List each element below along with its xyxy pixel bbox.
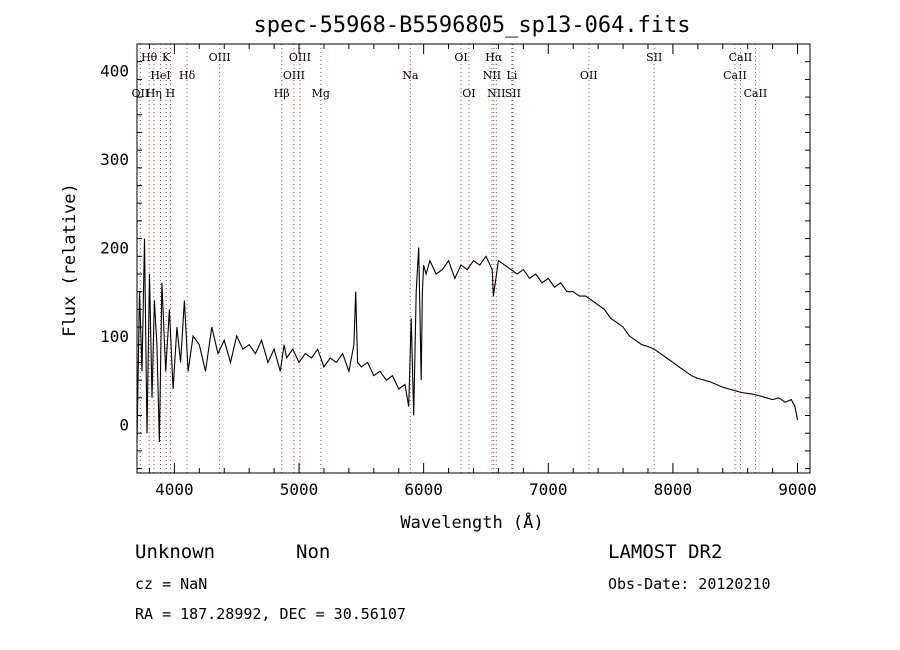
survey-name: LAMOST DR2 — [608, 541, 723, 563]
line-label-17: NII — [487, 87, 505, 100]
y-tick-label-3: 300 — [100, 150, 129, 169]
y-tick-label-4: 400 — [100, 62, 129, 81]
line-label-20: OII — [580, 69, 598, 82]
line-label-10: OIII — [289, 51, 311, 64]
line-label-15: NII — [483, 69, 501, 82]
line-label-6: Hδ — [179, 69, 196, 82]
line-label-11: Mg — [312, 87, 330, 100]
y-tick-label-2: 200 — [100, 238, 129, 257]
observation-date: Obs-Date: 20120210 — [608, 575, 771, 593]
line-label-8: Hβ — [274, 87, 290, 100]
emission-line-markers — [139, 44, 756, 473]
line-label-12: Na — [402, 69, 419, 82]
object-class: Unknown — [135, 541, 216, 563]
line-label-21: SII — [646, 51, 662, 64]
x-tick-label-5: 9000 — [778, 480, 817, 499]
y-tick-label-1: 100 — [100, 327, 129, 346]
x-axis-ticks: 4000 5000 6000 7000 8000 9000 — [148, 44, 817, 499]
line-label-2: Hη — [146, 87, 162, 100]
chart-title: spec-55968-B5596805_sp13-064.fits — [253, 13, 690, 38]
object-subclass: Non — [296, 541, 331, 563]
line-label-22: CaII — [723, 69, 747, 82]
plot-frame — [136, 43, 811, 474]
line-label-0: OII — [132, 87, 150, 100]
line-label-3: HeI — [150, 69, 170, 82]
emission-line-labels: OII Hθ Hη HeI K HHδ OIII Hβ OIII OIII Mg Na OI OI NII H… — [132, 51, 768, 100]
ra-dec-coordinates: RA = 187.28992, DEC = 30.56107 — [135, 605, 406, 623]
x-tick-label-0: 4000 — [155, 480, 194, 499]
y-axis-label: Flux (relative) — [60, 183, 80, 337]
line-label-19: SII — [505, 87, 521, 100]
line-label-23: CaII — [729, 51, 753, 64]
x-tick-label-4: 8000 — [654, 480, 693, 499]
line-label-9: OIII — [283, 69, 305, 82]
line-label-7: OIII — [209, 51, 231, 64]
x-axis-label: Wavelength (Å) — [400, 511, 543, 533]
line-label-14: OI — [462, 87, 475, 100]
line-label-16: Hα — [485, 51, 503, 64]
line-label-4: K — [162, 51, 171, 64]
spectrum-line — [136, 238, 799, 443]
line-label-1: Hθ — [141, 51, 158, 64]
line-label-5: H — [166, 87, 176, 100]
redshift-cz: cz = NaN — [135, 575, 208, 593]
y-tick-label-0: 0 — [119, 415, 129, 434]
x-tick-label-2: 6000 — [404, 480, 443, 499]
x-tick-label-3: 7000 — [529, 480, 568, 499]
line-label-18: Li — [506, 69, 517, 82]
line-label-13: OI — [454, 51, 467, 64]
line-label-24: CaII — [744, 87, 768, 100]
y-axis-ticks: 0 100 200 300 400 — [100, 61, 810, 470]
x-tick-label-1: 5000 — [280, 480, 319, 499]
